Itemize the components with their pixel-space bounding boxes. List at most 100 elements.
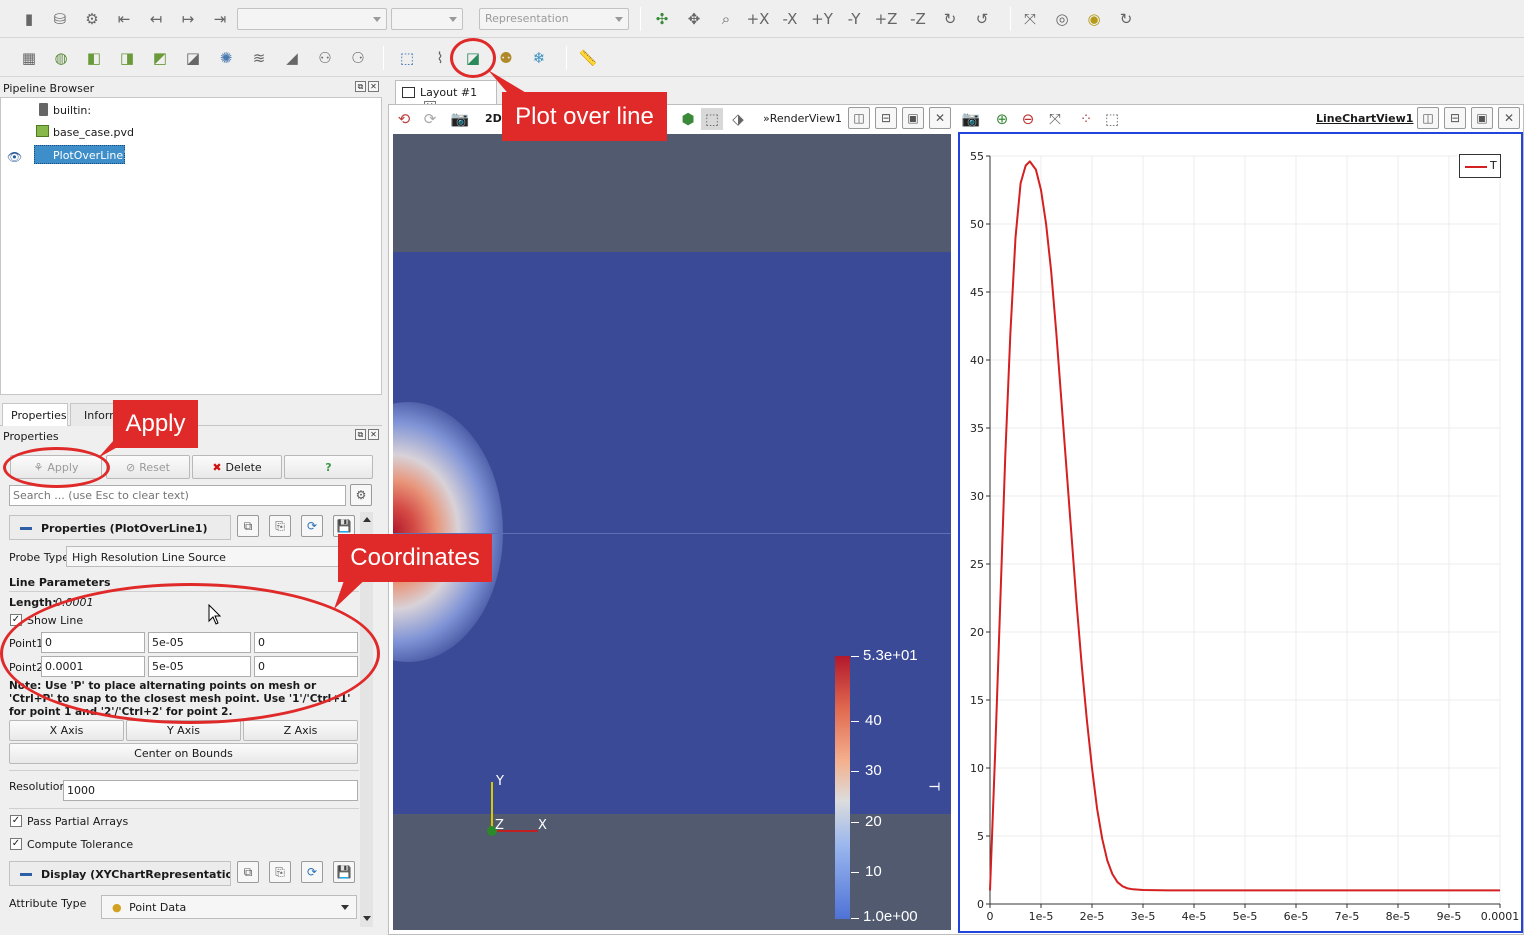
save-icon[interactable]: 💾	[333, 861, 355, 883]
show-center-icon[interactable]: ◉	[1087, 10, 1101, 28]
x-axis-button[interactable]: X Axis	[9, 720, 124, 741]
delete-button[interactable]: ✖ Delete	[192, 455, 282, 479]
representation-combo[interactable]: Representation	[479, 8, 629, 30]
chart-select-icon[interactable]: ⁘	[1079, 110, 1093, 128]
freeze-icon[interactable]: ❄	[532, 49, 546, 67]
time-last-icon[interactable]: ⇥	[213, 10, 227, 28]
scroll-up-arrow-icon[interactable]	[363, 517, 371, 522]
redo-camera-icon[interactable]: ⟳	[423, 110, 437, 128]
threshold-icon[interactable]: ◩	[152, 49, 168, 67]
layout-tab[interactable]: Layout #1 ✕	[395, 80, 497, 113]
select-cells-icon[interactable]: ⬢	[681, 110, 695, 128]
reload-icon[interactable]: ⟳	[301, 515, 323, 537]
time-next-icon[interactable]: ↦	[181, 10, 195, 28]
split-vertical-icon[interactable]: ⊟	[875, 107, 897, 129]
close-icon[interactable]: ✕	[368, 81, 379, 92]
time-first-icon[interactable]: ⇤	[117, 10, 131, 28]
pipeline-item-builtin[interactable]: builtin:	[53, 104, 92, 117]
copy-icon[interactable]: ⧉	[237, 515, 259, 537]
render-view-canvas[interactable]: 5.3e+01 40 30 20 10 1.0e+00 T Y X Z	[393, 134, 951, 930]
probe-type-select[interactable]: High Resolution Line Source	[66, 546, 356, 567]
split-vertical-icon[interactable]: ⊟	[1444, 107, 1466, 129]
view-minus-y-icon[interactable]: -Y	[847, 10, 861, 28]
view-minus-x-icon[interactable]: -X	[782, 10, 798, 28]
split-horizontal-icon[interactable]: ◫	[848, 107, 870, 129]
maximize-icon[interactable]: ▣	[1471, 107, 1493, 129]
visibility-eye-icon[interactable]: 👁	[7, 150, 23, 164]
view-plus-y-icon[interactable]: +Y	[811, 10, 833, 28]
view-plus-x-icon[interactable]: +X	[746, 10, 770, 28]
mode-2d-toggle[interactable]: 2D	[485, 112, 502, 125]
maximize-icon[interactable]: ▣	[902, 107, 924, 129]
view-minus-z-icon[interactable]: -Z	[910, 10, 926, 28]
split-horizontal-icon[interactable]: ◫	[1417, 107, 1439, 129]
paste-icon[interactable]: ⎘	[269, 515, 291, 537]
select-points-icon[interactable]: ⬚	[701, 108, 723, 130]
line-chart-view[interactable]: 0 1e-5 2e-5 3e-5 4e-5 5e-5 6e-5 7e-5 8e-5 9e-5 0.0…	[958, 132, 1523, 933]
select-frustum-icon[interactable]: ⬗	[732, 110, 744, 128]
slice-icon[interactable]: ◨	[119, 49, 135, 67]
stream-tracer-icon[interactable]: ≋	[252, 49, 266, 67]
clip-icon[interactable]: ◧	[86, 49, 102, 67]
time-prev-icon[interactable]: ↤	[149, 10, 163, 28]
glyph-icon[interactable]: ✺	[219, 49, 233, 67]
tab-properties[interactable]: Properties	[2, 403, 68, 426]
zoom-closest-icon[interactable]: ✥	[687, 10, 701, 28]
close-icon[interactable]: ✕	[368, 429, 379, 440]
capture-icon[interactable]: 📷	[961, 110, 981, 128]
rotation-center-icon[interactable]: ↻	[1119, 10, 1133, 28]
extract-subset-icon[interactable]: ◪	[185, 49, 201, 67]
reset-camera-icon[interactable]: ✣	[655, 10, 669, 28]
zoom-out-icon[interactable]: ⊖	[1021, 110, 1035, 128]
center-on-bounds-button[interactable]: Center on Bounds	[9, 743, 358, 764]
reload-icon[interactable]: ⟳	[301, 861, 323, 883]
zoom-in-icon[interactable]: ⊕	[995, 110, 1009, 128]
view-plus-z-icon[interactable]: +Z	[874, 10, 898, 28]
chart-select-box-icon[interactable]: ⬚	[1104, 110, 1120, 128]
paste-icon[interactable]: ⎘	[269, 861, 291, 883]
plot-selection-icon[interactable]: ⌇	[436, 49, 444, 67]
pipeline-item-plotoverline1[interactable]: PlotOverLine1	[34, 145, 130, 164]
resolution-field[interactable]: 1000	[63, 780, 358, 801]
chart-view-name[interactable]: LineChartView1	[1316, 112, 1414, 125]
open-file-icon[interactable]: ▮	[24, 10, 34, 28]
close-view-icon[interactable]: ✕	[1498, 107, 1520, 129]
disconnect-icon[interactable]: ⚙	[85, 10, 99, 28]
contour-icon[interactable]: ◍	[54, 49, 68, 67]
variable-combo[interactable]	[391, 8, 463, 30]
search-input[interactable]	[9, 485, 346, 506]
properties-scrollbar[interactable]	[360, 512, 373, 927]
group-datasets-icon[interactable]: ⚇	[318, 49, 332, 67]
render-view-name[interactable]: »RenderView1	[763, 112, 842, 125]
zoom-box-icon[interactable]: ⌕	[721, 10, 731, 28]
reset-center-icon[interactable]: ◎	[1055, 10, 1069, 28]
ruler-icon[interactable]: 📏	[578, 49, 598, 67]
extract-level-icon[interactable]: ⚆	[351, 49, 365, 67]
close-view-icon[interactable]: ✕	[929, 107, 951, 129]
display-section-header[interactable]: Display (XYChartRepresentation	[9, 861, 231, 886]
reset-button[interactable]: ⊘ Reset	[106, 455, 190, 479]
connect-icon[interactable]: ⛁	[53, 10, 67, 28]
scroll-down-arrow-icon[interactable]	[363, 916, 371, 921]
rotate-ccw-icon[interactable]: ↺	[975, 10, 989, 28]
extract-selection-icon[interactable]: ⬚	[399, 49, 415, 67]
pass-partial-arrays-checkbox[interactable]: ✓	[10, 815, 22, 827]
help-button[interactable]: ?	[284, 455, 373, 479]
z-axis-button[interactable]: Z Axis	[243, 720, 358, 741]
plot-data-icon[interactable]: ⚉	[499, 49, 513, 67]
time-combo[interactable]	[237, 8, 387, 30]
compute-tolerance-checkbox[interactable]: ✓	[10, 838, 22, 850]
warp-icon[interactable]: ◢	[286, 49, 298, 67]
float-icon[interactable]: ⧉	[355, 81, 366, 92]
interaction-icon[interactable]: ⟲	[397, 110, 411, 128]
zoom-to-fit-icon[interactable]: ⤧	[1048, 110, 1061, 128]
rotate-cw-icon[interactable]: ↻	[943, 10, 957, 28]
pipeline-item-base-case[interactable]: base_case.pvd	[53, 126, 134, 139]
properties-section-header[interactable]: Properties (PlotOverLine1)	[9, 515, 231, 540]
float-icon[interactable]: ⧉	[355, 429, 366, 440]
attribute-type-select[interactable]: ● Point Data	[101, 895, 357, 919]
capture-icon[interactable]: 📷	[450, 110, 470, 128]
copy-icon[interactable]: ⧉	[237, 861, 259, 883]
pick-center-icon[interactable]: ⤧	[1023, 10, 1036, 28]
calculator-icon[interactable]: ▦	[21, 49, 37, 67]
